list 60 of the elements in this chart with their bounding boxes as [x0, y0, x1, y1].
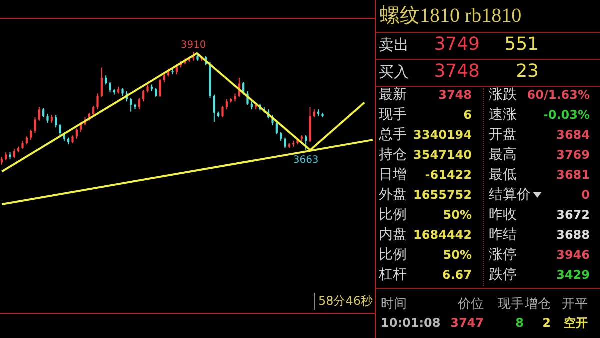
text: 3769 [556, 148, 590, 163]
text: 1655752 [414, 188, 472, 203]
text: 买入 [379, 63, 409, 82]
text: 杠杆 [379, 266, 407, 284]
text: 3429 [556, 268, 590, 283]
text: 6.67 [442, 268, 472, 283]
text: 3547140 [414, 148, 472, 163]
text: 10:01:08 [381, 316, 441, 331]
text: 跌停 [489, 266, 517, 284]
text: 涨停 [489, 246, 517, 264]
text: 日增 [379, 166, 407, 184]
text: 3748 [434, 61, 480, 83]
text: 3340194 [414, 128, 472, 143]
text: 58分46秒 [314, 293, 373, 310]
text: 8 [516, 316, 524, 331]
text: 50% [443, 208, 472, 223]
text: 现手 [379, 106, 407, 124]
text: 时间 [381, 296, 407, 312]
text: 总手 [379, 126, 407, 144]
text: 2 [542, 316, 551, 331]
text: 0 [582, 188, 590, 203]
text: 3681 [556, 168, 590, 183]
text: 23 [516, 61, 539, 83]
text: 551 [504, 34, 539, 56]
text: 60/1.63% [527, 88, 590, 103]
text: 比例 [379, 206, 407, 224]
text: 3749 [434, 34, 480, 56]
text: 3946 [556, 248, 590, 263]
text: 开平 [562, 296, 588, 312]
text: 空开 [564, 316, 588, 331]
text: 价位 [458, 296, 484, 312]
text: 速涨 [489, 106, 517, 124]
text: 卖出 [379, 36, 409, 54]
text: 3747 [450, 316, 484, 331]
text: 昨收 [489, 206, 517, 224]
text: 螺纹1810 rb1810 [380, 4, 522, 29]
text: 内盘 [379, 226, 407, 244]
text: 结算价 [489, 186, 532, 204]
text: 最高 [489, 146, 517, 164]
text: 外盘 [379, 186, 407, 204]
text: 比例 [379, 246, 407, 264]
text: 昨结 [489, 226, 517, 244]
annotation: 3910 [180, 40, 206, 51]
text: 持仓 [379, 146, 407, 164]
text: 3672 [556, 208, 590, 223]
text: 现手 [498, 296, 524, 312]
text: 3688 [556, 228, 590, 243]
text: -61422 [425, 168, 472, 183]
text: 涨跌 [489, 86, 517, 104]
text: 最新 [379, 86, 407, 104]
text: 1684442 [414, 228, 472, 243]
text: 3684 [556, 128, 590, 143]
text: 6 [464, 108, 472, 123]
text: 最低 [489, 166, 517, 184]
text: 开盘 [489, 126, 517, 144]
text: 50% [443, 248, 472, 263]
text: 3748 [438, 88, 472, 103]
text: 增仓 [525, 296, 551, 312]
annotation: 3663 [293, 155, 319, 166]
text: -0.03% [543, 108, 590, 123]
